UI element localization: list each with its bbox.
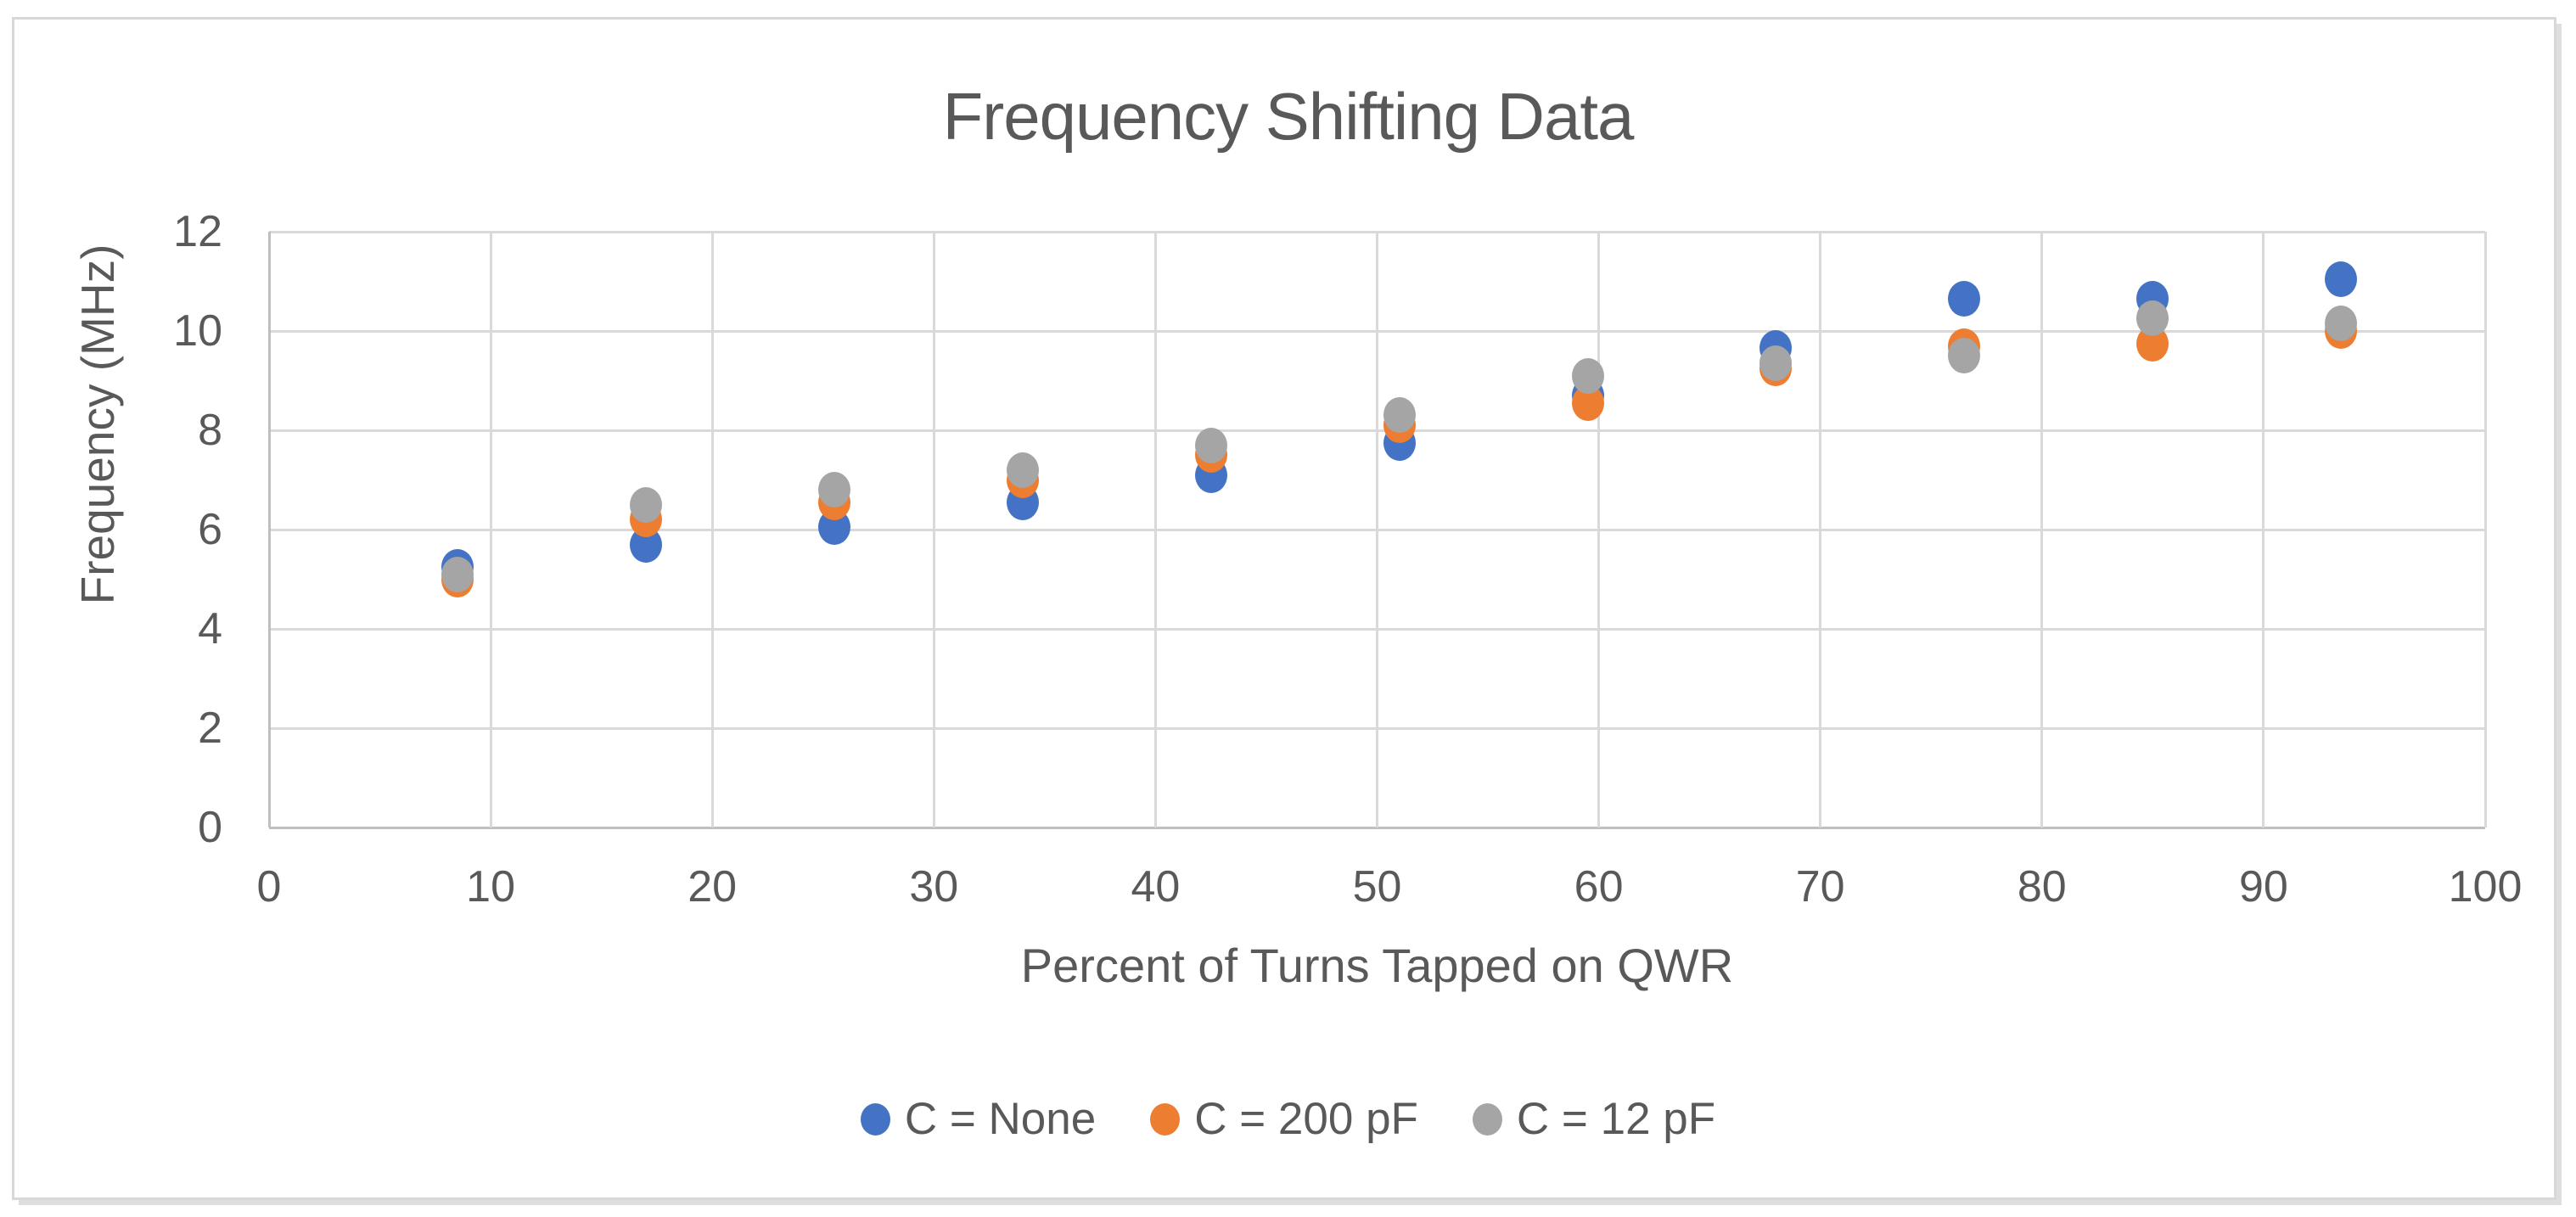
y-tick-label: 10 xyxy=(173,306,222,356)
data-point-c-12-pf xyxy=(1759,345,1793,382)
legend-item: C = 200 pF xyxy=(1150,1093,1418,1145)
legend-item: C = 12 pF xyxy=(1472,1093,1716,1145)
v-gridline xyxy=(710,232,714,827)
data-point-c-none xyxy=(1948,280,1981,317)
v-gridline xyxy=(1597,232,1601,827)
v-gridline xyxy=(932,232,935,827)
legend-label: C = None xyxy=(904,1094,1097,1144)
data-point-c-12-pf xyxy=(1571,357,1604,394)
x-tick-label: 0 xyxy=(256,862,282,911)
v-gridline xyxy=(1376,232,1378,827)
data-point-c-12-pf xyxy=(2325,306,2358,342)
data-point-c-12-pf xyxy=(2136,300,2169,337)
legend-marker-icon xyxy=(1150,1102,1181,1136)
x-axis-line xyxy=(269,826,2485,829)
chart-legend: C = None C = 200 pF C = 12 pF xyxy=(0,1093,2576,1145)
data-point-c-12-pf xyxy=(1194,427,1227,463)
data-point-c-12-pf xyxy=(1948,338,1981,374)
v-gridline xyxy=(489,232,492,827)
data-point-c-12-pf xyxy=(441,556,474,592)
x-tick-label: 30 xyxy=(909,862,959,911)
x-tick-label: 100 xyxy=(2448,862,2523,911)
y-axis-title: Frequency (MHz) xyxy=(71,244,124,605)
y-tick-label: 4 xyxy=(198,604,222,653)
chart-title: Frequency Shifting Data xyxy=(942,79,1635,154)
legend-marker-icon xyxy=(1472,1102,1502,1136)
x-tick-label: 10 xyxy=(466,862,516,911)
data-point-c-12-pf xyxy=(1006,451,1039,488)
v-gridline xyxy=(1153,232,1157,827)
legend-label: C = 12 pF xyxy=(1516,1094,1716,1144)
x-tick-label: 40 xyxy=(1131,862,1181,911)
legend-item: C = None xyxy=(860,1093,1097,1145)
legend-marker-icon xyxy=(860,1102,890,1136)
chart-border xyxy=(12,17,2556,1200)
y-tick-label: 0 xyxy=(198,803,222,852)
v-gridline xyxy=(2040,232,2044,827)
y-tick-label: 6 xyxy=(198,505,222,554)
y-tick-label: 12 xyxy=(173,207,222,256)
x-tick-label: 50 xyxy=(1352,862,1402,911)
v-gridline xyxy=(2262,232,2265,827)
data-point-c-none xyxy=(2325,261,2358,297)
x-tick-label: 60 xyxy=(1574,862,1624,911)
x-tick-label: 90 xyxy=(2238,862,2288,911)
x-tick-label: 70 xyxy=(1795,862,1845,911)
legend-label: C = 200 pF xyxy=(1194,1094,1418,1144)
v-gridline xyxy=(2483,232,2487,827)
y-tick-label: 8 xyxy=(198,406,222,455)
data-point-c-12-pf xyxy=(629,486,662,523)
v-gridline xyxy=(1819,232,1822,827)
y-tick-label: 2 xyxy=(198,704,222,753)
x-tick-label: 20 xyxy=(687,862,738,911)
x-axis-title: Percent of Turns Tapped on QWR xyxy=(1020,939,1734,992)
y-axis-line xyxy=(267,232,271,827)
x-tick-label: 80 xyxy=(2017,862,2067,911)
data-point-c-12-pf xyxy=(817,472,850,508)
data-point-c-12-pf xyxy=(1383,397,1416,434)
